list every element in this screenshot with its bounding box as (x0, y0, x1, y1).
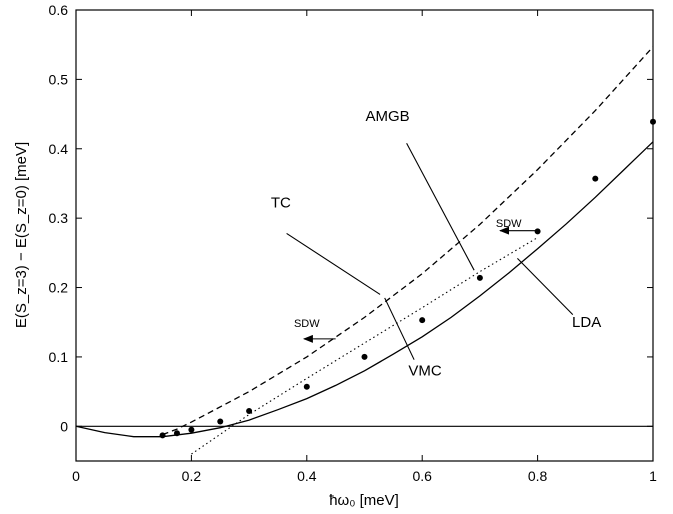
y-tick-label: 0.3 (49, 210, 69, 226)
annotation-label-vmc: VMC (408, 363, 442, 380)
series-line-tc (162, 46, 654, 436)
axes-frame (75, 9, 654, 462)
data-point-lda (361, 353, 368, 360)
axes: 0 0.2 0.4 0.6 0.8 1 0 0.1 0.2 0.3 0.4 0.5 0.6 (49, 2, 658, 484)
data-point-lda (188, 426, 195, 433)
annotation-pointer-tc (286, 232, 381, 295)
data-point-lda (419, 317, 426, 324)
y-tick-label: 0.4 (49, 141, 69, 157)
x-axis-label: ħω₀ [meV] (329, 492, 399, 509)
series-line-vmc (75, 141, 654, 438)
data-point-lda (534, 228, 541, 235)
data-point-lda (303, 383, 310, 390)
annotation-pointer-lda (517, 258, 574, 315)
data-point-lda (217, 418, 224, 425)
sdw-label-2: SDW (294, 318, 320, 330)
y-tick-label: 0.2 (49, 280, 69, 296)
annotation-pointer-amgb (406, 142, 475, 271)
y-tick-label: 0.6 (49, 2, 69, 18)
x-tick-label: 0.6 (412, 468, 432, 484)
y-tick-label: 0.5 (49, 71, 69, 87)
data-point-lda (592, 175, 599, 182)
plot-area (76, 10, 653, 461)
x-tick-label: 0.2 (182, 468, 202, 484)
plot-content: TC AMGB LDA VMC SDW SDW (75, 46, 656, 455)
x-tick-label: 1 (649, 468, 657, 484)
annotation-pointer-vmc (384, 297, 415, 360)
y-tick-label: 0.1 (49, 349, 69, 365)
x-tick-label: 0.8 (528, 468, 548, 484)
sdw-label-1: SDW (496, 218, 522, 230)
data-point-lda (476, 274, 483, 281)
y-tick-label: 0 (60, 418, 68, 434)
annotation-label-amgb: AMGB (365, 108, 409, 125)
y-axis-label: E(S_z=3) − E(S_z=0) [meV] (13, 142, 30, 328)
x-tick-label: 0 (72, 468, 80, 484)
annotation-label-tc: TC (271, 195, 291, 212)
annotation-label-lda: LDA (572, 314, 601, 331)
data-point-lda (246, 408, 253, 415)
data-point-lda (159, 432, 166, 439)
x-tick-label: 0.4 (297, 468, 317, 484)
